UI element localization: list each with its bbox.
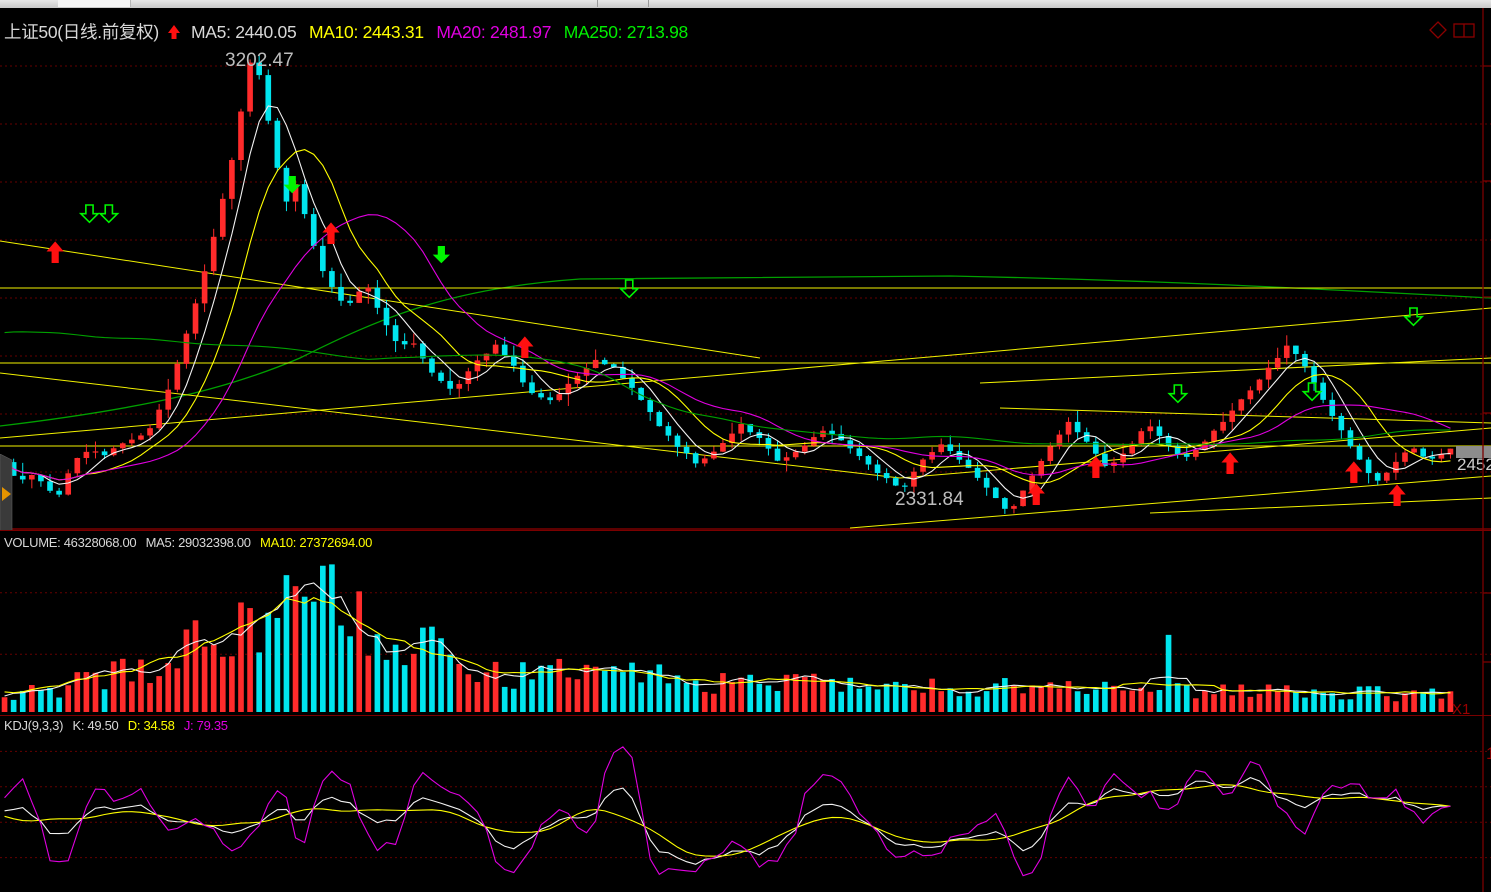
svg-text:2452: 2452 [1457,455,1491,474]
svg-text:1: 1 [1486,744,1491,763]
svg-text:2331.84: 2331.84 [895,489,964,510]
svg-text:3202.47: 3202.47 [225,50,294,71]
svg-text:X1: X1 [1452,701,1470,716]
